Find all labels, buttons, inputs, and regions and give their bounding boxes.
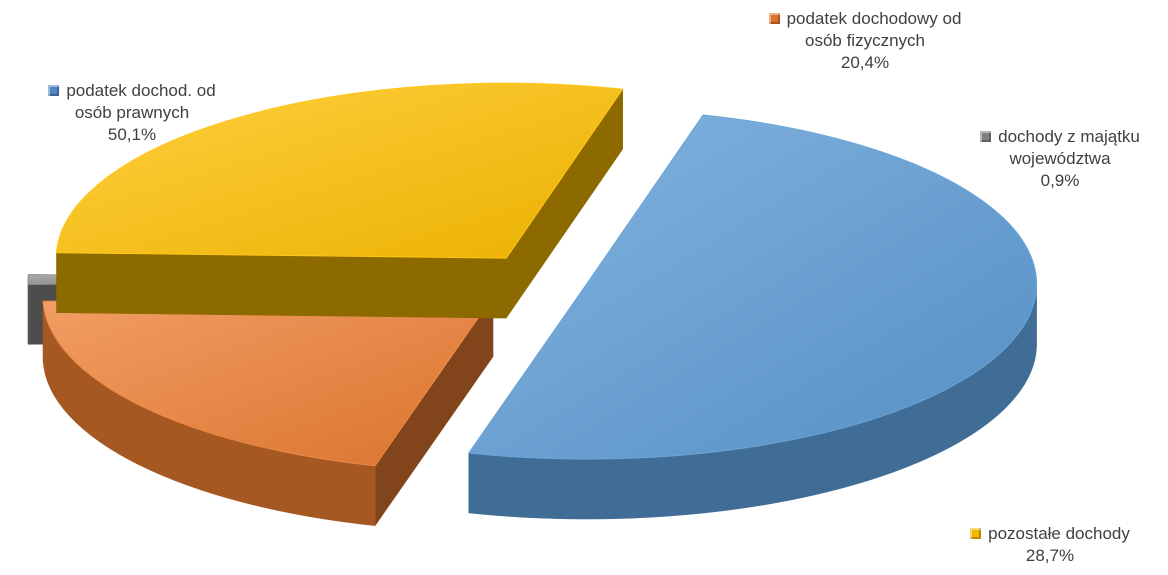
label-line: dochody z majątku xyxy=(998,127,1140,146)
slice-label-majatek: dochody z majątku województwa 0,9% xyxy=(940,126,1168,192)
label-line: osób fizycznych xyxy=(805,31,925,50)
label-line: osób prawnych xyxy=(74,103,190,122)
value-label: 28,7% xyxy=(1025,546,1075,565)
legend-marker-osoby-fizyczne xyxy=(768,13,780,24)
legend-marker-pozostale xyxy=(970,528,982,539)
slice-label-osoby-prawne: podatek dochod. od osób prawnych 50,1% xyxy=(12,80,252,146)
value-label: 50,1% xyxy=(107,125,157,144)
slice-label-osoby-fizyczne: podatek dochodowy od osób fizycznych 20,… xyxy=(715,8,1015,74)
legend-marker-majatek xyxy=(980,131,992,142)
label-line: podatek dochod. od xyxy=(66,81,216,100)
value-label: 20,4% xyxy=(840,53,890,72)
legend-marker-osoby-prawne xyxy=(48,85,60,96)
pie-slice-pozosta-e-dochody xyxy=(55,82,624,319)
label-line: podatek dochodowy od xyxy=(786,9,962,28)
slice-label-pozostale: pozostałe dochody 28,7% xyxy=(940,523,1160,567)
pie-slice-podatek-dochodowy-od-os-b-fizycznych xyxy=(42,296,494,527)
label-line: województwa xyxy=(1009,149,1111,168)
pie-slice-podatek-dochod-od-os-b-prawnych xyxy=(467,114,1038,520)
label-line: pozostałe dochody xyxy=(988,524,1130,543)
value-label: 0,9% xyxy=(1040,171,1080,190)
